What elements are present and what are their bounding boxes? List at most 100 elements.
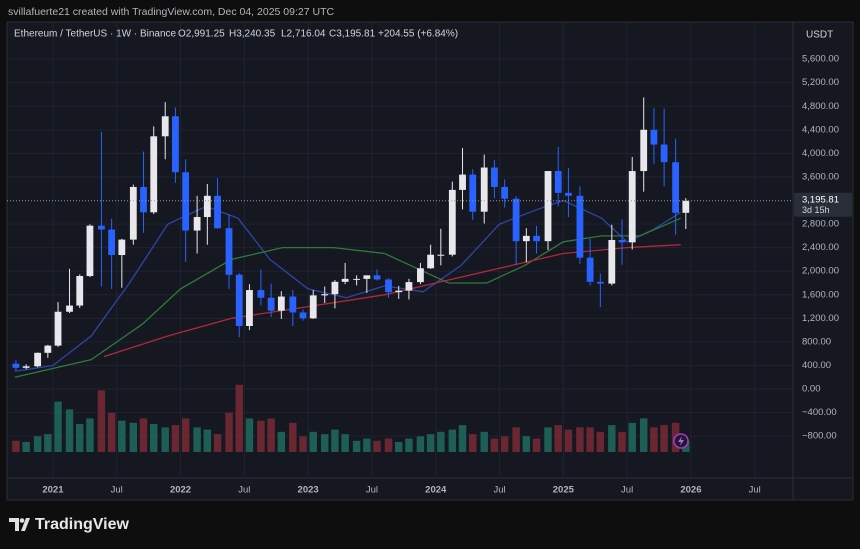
volume-bar [639,418,648,452]
volume-bar [596,431,605,452]
volume-bar [405,438,413,452]
candle-body [277,296,285,311]
volume-bar [54,401,62,452]
candle-body [608,239,616,284]
y-tick-label: 1,200.00 [802,313,839,324]
y-tick-label: −400.00 [802,407,837,418]
volume-bar [500,436,509,452]
candle-body [309,295,317,319]
volume-bar [618,431,626,452]
y-tick-label: 4,000.00 [802,148,839,159]
y-tick-label: 4,400.00 [802,124,839,135]
volume-bar [171,425,180,452]
candle-body [618,239,626,243]
volume-bar [426,434,435,452]
volume-bar [76,424,84,452]
volume-bar [320,434,329,452]
y-tick-label: 5,200.00 [802,77,839,88]
alert-icon [673,433,689,449]
volume-bar [97,390,106,452]
candle-body [512,198,520,242]
volume-bar [139,418,148,452]
candle-body [161,116,169,137]
x-tick-label: Jul [366,485,378,496]
legend-ohlc: H3,240.35 [229,29,276,40]
volume-bar [522,436,531,452]
volume-bar [352,440,361,452]
symbol: Ethereum / TetherUS · 1W · Binance [14,29,177,40]
volume-bar [564,429,573,452]
candle-body [54,311,62,346]
candle-body [459,174,466,190]
volume-bar [86,418,94,452]
volume-bar [277,431,286,452]
candle-body [405,282,413,291]
volume-bar [660,425,668,452]
y-tick-label: 400.00 [802,360,831,371]
candle-body [353,278,361,280]
volume-bar [331,429,339,452]
candle-body [469,174,477,212]
candle-body [491,167,498,187]
volume-bar [193,427,201,452]
candle-body [533,235,540,242]
candle-body [554,171,562,193]
last-price-box [794,192,852,217]
logo-mark [9,518,30,531]
axes: −800.00 −400.00 0.00 400.00 800.00 1,200.00 1,… [42,54,839,496]
volume-bar [225,412,233,452]
candle-body [437,254,445,256]
candle-body [395,290,403,293]
x-tick-label: Jul [621,485,633,496]
volume-bar [289,422,297,452]
x-tick-label: 2025 [553,485,575,496]
x-tick-label: Jul [238,485,250,496]
volume-bar [129,422,138,452]
candle-body [427,254,435,269]
candle-body [246,290,253,326]
volume-bar [257,420,265,452]
credit: svillafuerte21 created with TradingView.… [8,6,334,18]
volume-bar [341,434,349,452]
volume-bar [554,425,562,452]
volume-bar [44,434,52,452]
volume-bar [235,384,243,452]
volume-bar [458,425,467,452]
candle-body [129,186,137,240]
volume-bar [22,441,30,452]
candle-body [118,239,126,256]
candle-body [373,275,381,280]
volume-bar [33,436,42,452]
moving-average [14,199,682,373]
candle-body [66,305,73,312]
volume-bar [150,424,158,452]
candle-body [193,217,201,231]
volume-bar [650,427,658,452]
volume-bar [576,427,584,452]
candle-body [417,268,424,283]
legend-ohlc: O2,991.25 [178,29,225,40]
volume-bar [480,431,488,452]
candle-body [225,228,233,275]
x-tick-label: Jul [749,485,761,496]
volume-bar [107,412,116,452]
candle-body [385,279,392,293]
candle-body [331,281,339,295]
x-tick-label: 2026 [680,485,701,496]
countdown: 3d 15h [802,205,830,215]
volume-bar [299,436,307,452]
candle-body [12,363,20,368]
candle-body [448,189,456,255]
last-price-label: 3,195.81 [802,194,839,205]
x-tick-label: 2023 [298,485,319,496]
volume-bar [65,409,74,452]
volume-bar [628,422,636,452]
candle-body [544,171,552,242]
x-tick-label: 2022 [170,485,191,496]
candle-body [289,296,297,313]
volume-bar [469,434,477,452]
candle-body [257,290,265,298]
candle-body [214,195,221,229]
y-tick-label: −800.00 [802,431,837,442]
y-tick-label: 2,400.00 [802,242,839,253]
